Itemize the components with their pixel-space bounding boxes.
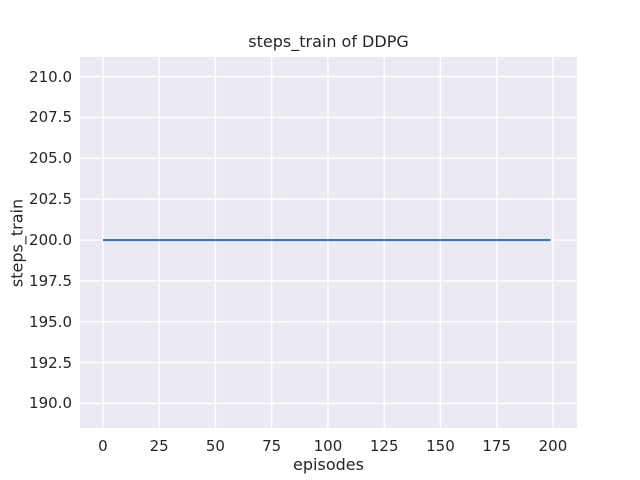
y-tick-label: 197.5 (29, 271, 72, 290)
y-tick-label: 192.5 (29, 353, 72, 372)
x-tick-label: 50 (205, 437, 225, 455)
x-tick-label: 125 (369, 437, 399, 455)
y-tick-label: 195.0 (29, 312, 72, 331)
y-tick-label: 190.0 (29, 394, 72, 413)
x-tick-label: 25 (149, 437, 169, 455)
x-tick-label: 175 (482, 437, 511, 455)
y-tick-label: 202.5 (29, 190, 72, 209)
x-tick-label: 0 (98, 437, 108, 455)
x-axis-label: episodes (293, 455, 364, 474)
y-tick-label: 210.0 (29, 67, 72, 86)
y-tick-label: 200.0 (29, 231, 72, 250)
x-tick-label: 150 (426, 437, 455, 455)
x-tick-label: 200 (538, 437, 568, 455)
y-tick-label: 205.0 (29, 149, 72, 168)
chart-title: steps_train of DDPG (248, 32, 409, 51)
x-tick-label: 75 (262, 437, 282, 455)
x-tick-label: 100 (313, 437, 343, 455)
plot-area (80, 57, 577, 428)
plot-canvas (80, 57, 577, 428)
y-tick-label: 207.5 (29, 108, 72, 127)
